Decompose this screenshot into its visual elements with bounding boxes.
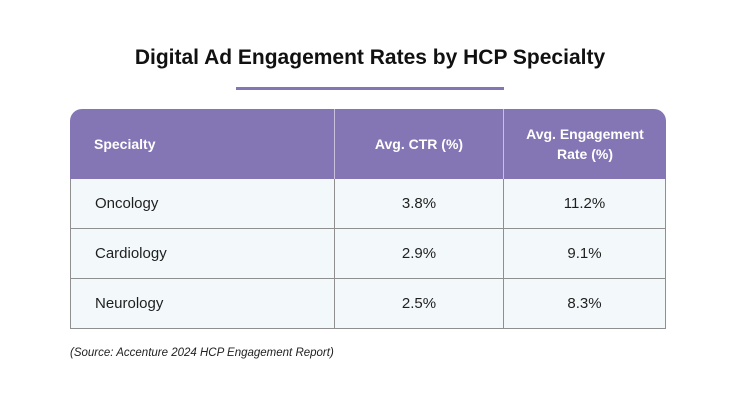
table-body: Oncology 3.8% 11.2% Cardiology 2.9% 9.1%… (70, 179, 666, 329)
cell-specialty: Oncology (70, 179, 335, 229)
header-row: Specialty Avg. CTR (%) Avg. Engagement R… (70, 109, 666, 179)
cell-avg-ctr: 2.5% (335, 279, 504, 329)
cell-avg-engagement-rate: 9.1% (504, 229, 666, 279)
engagement-table: Specialty Avg. CTR (%) Avg. Engagement R… (70, 109, 666, 329)
header-avg-engagement-rate: Avg. Engagement Rate (%) (504, 109, 666, 179)
table-row: Cardiology 2.9% 9.1% (70, 229, 666, 279)
cell-specialty: Cardiology (70, 229, 335, 279)
title-underline (236, 87, 504, 90)
engagement-table-container: Specialty Avg. CTR (%) Avg. Engagement R… (70, 109, 666, 329)
cell-avg-engagement-rate: 8.3% (504, 279, 666, 329)
cell-avg-ctr: 2.9% (335, 229, 504, 279)
header-specialty: Specialty (70, 109, 335, 179)
table-header: Specialty Avg. CTR (%) Avg. Engagement R… (70, 109, 666, 179)
source-note: (Source: Accenture 2024 HCP Engagement R… (70, 347, 334, 359)
cell-avg-ctr: 3.8% (335, 179, 504, 229)
table-row: Oncology 3.8% 11.2% (70, 179, 666, 229)
cell-specialty: Neurology (70, 279, 335, 329)
header-avg-ctr: Avg. CTR (%) (335, 109, 504, 179)
table-row: Neurology 2.5% 8.3% (70, 279, 666, 329)
chart-title: Digital Ad Engagement Rates by HCP Speci… (134, 46, 606, 69)
cell-avg-engagement-rate: 11.2% (504, 179, 666, 229)
